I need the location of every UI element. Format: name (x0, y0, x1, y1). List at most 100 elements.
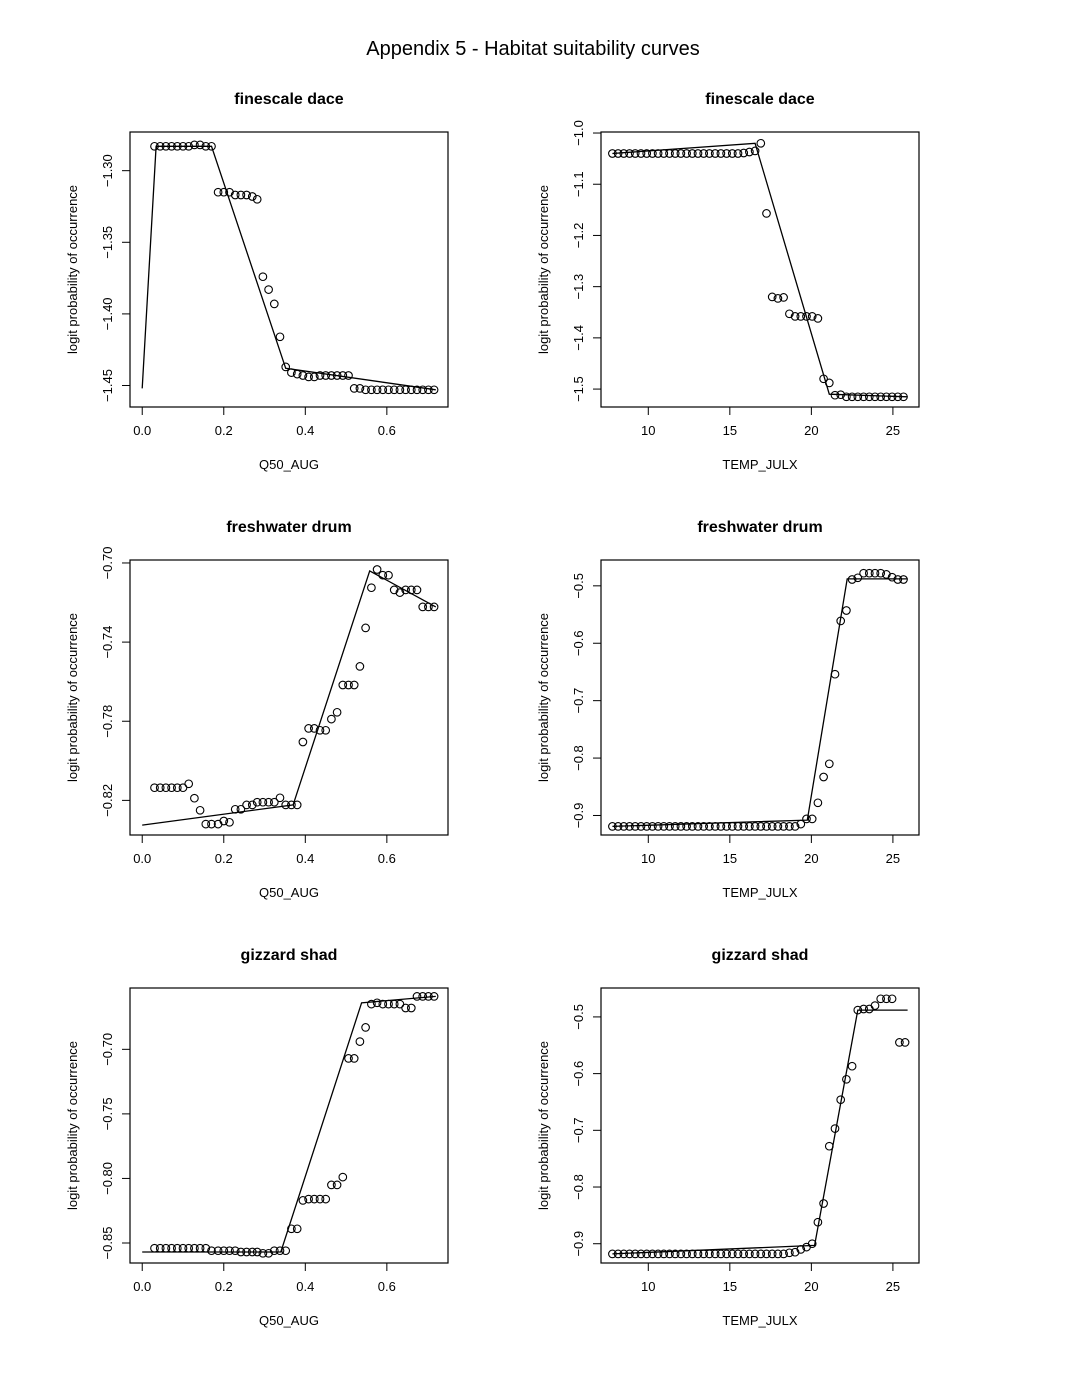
data-point (315, 1194, 325, 1204)
fit-line (612, 142, 908, 398)
data-point (207, 1246, 216, 1256)
data-point (406, 585, 416, 595)
data-point (195, 805, 205, 815)
data-point (722, 822, 731, 831)
data-point (195, 140, 205, 150)
data-point (230, 190, 240, 200)
y-axis-label: logit probability of occurrence (65, 613, 80, 782)
data-point (870, 1001, 880, 1010)
y-tick-label: −1.2 (571, 223, 586, 249)
data-point (767, 822, 777, 831)
data-point (876, 568, 886, 578)
data-point (264, 797, 273, 807)
y-tick-label: −0.80 (100, 1162, 115, 1195)
data-point (344, 371, 353, 380)
data-point (619, 149, 629, 158)
data-point (653, 1249, 663, 1259)
data-point (796, 312, 806, 321)
data-point (842, 392, 851, 402)
data-point (395, 588, 405, 597)
data-point (625, 149, 634, 158)
chart-title: gizzard shad (712, 947, 809, 964)
data-point (219, 187, 229, 197)
x-tick-label: 10 (641, 851, 655, 866)
plot-frame (600, 131, 920, 408)
data-point (424, 992, 433, 1001)
data-point (745, 1249, 754, 1259)
data-point (190, 793, 199, 803)
x-tick-label: 25 (886, 851, 900, 866)
data-point (281, 800, 291, 810)
data-point (355, 662, 365, 671)
chart-panel: gizzard shad 0.0 0.2 0.4 0.6 −0.70 −0.75 −0.80 −… (65, 947, 449, 1328)
data-point (773, 294, 783, 303)
y-tick-label: −0.8 (571, 745, 586, 771)
y-tick-label: −1.45 (100, 369, 115, 402)
data-point (372, 998, 382, 1008)
data-point (636, 822, 646, 831)
data-point (287, 1224, 296, 1234)
data-point (172, 783, 182, 793)
data-point (608, 149, 617, 158)
data-point (389, 999, 399, 1009)
data-point (870, 392, 880, 402)
data-point (167, 1243, 176, 1253)
chart-panel: finescale dace 10 15 20 25 −1.0 −1.1 −1.2 −1.3 −1… (536, 91, 920, 472)
data-point (242, 800, 251, 810)
data-point (161, 141, 171, 151)
x-axis-label: TEMP_JULX (722, 885, 797, 900)
data-point (150, 783, 159, 793)
data-point (676, 1249, 686, 1259)
data-point (653, 822, 663, 831)
fit-line (142, 569, 437, 826)
data-point (836, 390, 846, 400)
data-point (281, 1246, 291, 1256)
data-point (767, 292, 777, 302)
data-point (225, 1246, 234, 1256)
data-point (864, 1004, 874, 1014)
data-point (682, 1249, 691, 1259)
data-point (172, 1243, 182, 1253)
data-point (642, 1249, 652, 1259)
data-point (636, 1249, 646, 1259)
plot-frame (600, 987, 920, 1264)
data-point (648, 149, 657, 158)
data-point (887, 994, 897, 1004)
data-point (802, 312, 811, 321)
data-point (361, 623, 370, 633)
data-point (790, 312, 800, 321)
data-point (756, 822, 766, 831)
data-point (412, 385, 422, 395)
y-tick-label: −1.1 (571, 171, 586, 197)
data-point (716, 1249, 726, 1259)
x-tick-label: 10 (641, 423, 655, 438)
data-point (608, 822, 617, 831)
data-point (355, 384, 365, 393)
plot-frame (129, 987, 449, 1264)
data-point (876, 392, 886, 402)
data-point (213, 187, 223, 197)
data-point (779, 1249, 788, 1259)
data-point (727, 822, 737, 831)
data-point (269, 1246, 279, 1256)
data-point (899, 392, 908, 402)
data-point (739, 1249, 749, 1259)
data-point (716, 149, 726, 158)
y-tick-label: −0.6 (571, 1061, 586, 1087)
data-point (252, 1247, 262, 1257)
data-point (853, 392, 863, 402)
y-tick-label: −0.75 (100, 1097, 115, 1130)
x-tick-label: 0.0 (133, 851, 151, 866)
data-point (292, 800, 302, 810)
data-point (739, 822, 749, 831)
data-point (887, 392, 897, 402)
data-point (648, 1249, 657, 1259)
x-tick-label: 0.4 (296, 423, 314, 438)
data-point (287, 800, 296, 810)
data-point (824, 378, 834, 388)
y-axis-label: logit probability of occurrence (536, 1041, 551, 1210)
chart-title: freshwater drum (226, 519, 351, 536)
data-point (225, 817, 234, 827)
y-tick-label: −1.5 (571, 376, 586, 402)
data-point (762, 1249, 771, 1259)
